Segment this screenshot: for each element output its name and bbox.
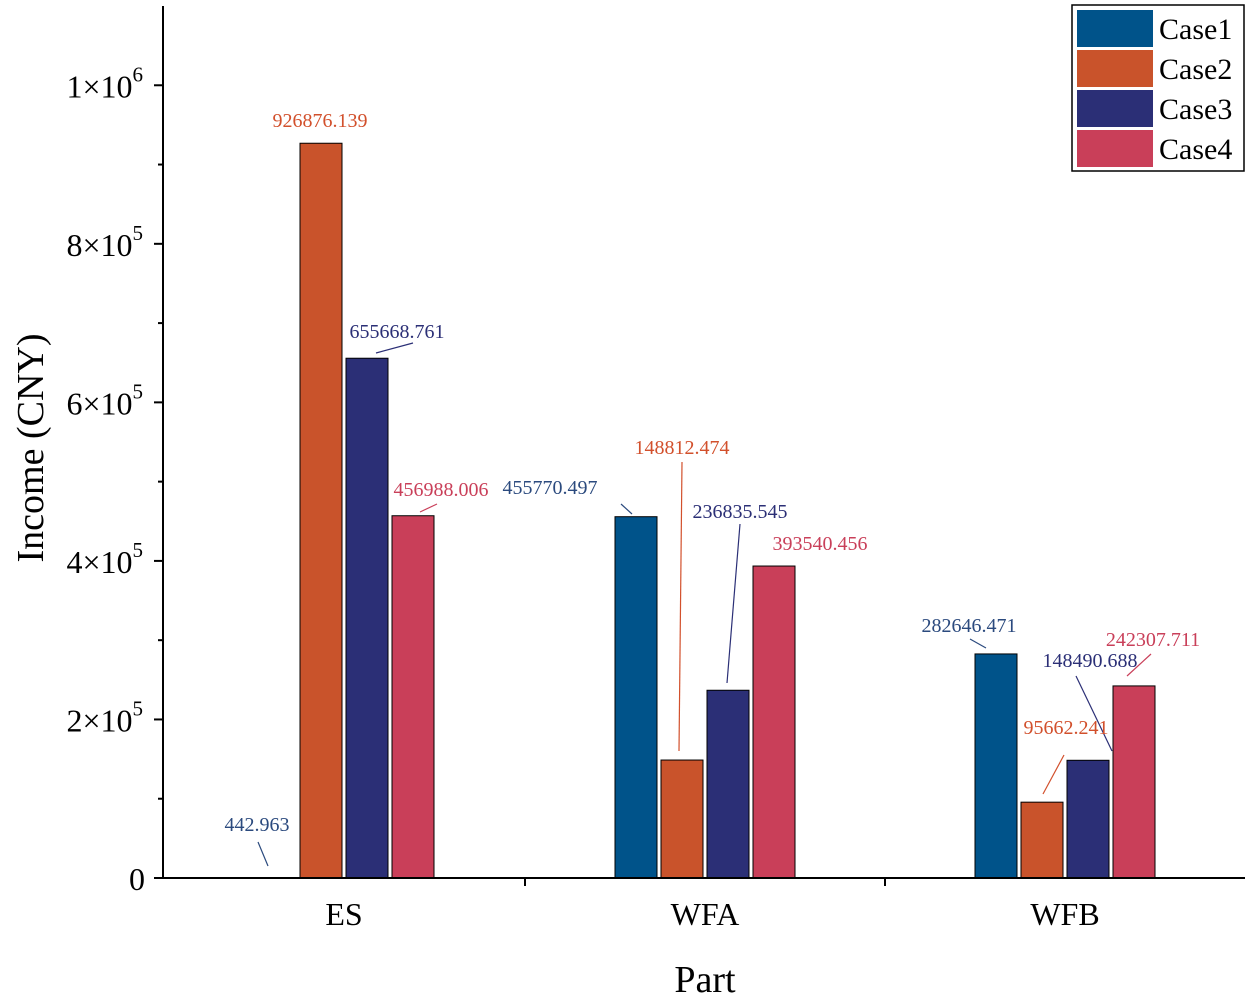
x-axis-title: Part (674, 959, 736, 999)
y-tick-label: 4×105 (66, 538, 143, 580)
leader-line-case1-wfb (969, 638, 987, 649)
leader-line-case4-es (419, 503, 438, 513)
legend-label-case1: Case1 (1159, 13, 1232, 46)
legend-label-case4: Case4 (1159, 133, 1232, 166)
leader-line-case3-es (375, 342, 414, 354)
x-tick-label-wfa: WFA (671, 896, 740, 932)
data-label-case3-wfb: 148490.688 (1043, 650, 1138, 672)
bars-layer (254, 142, 1156, 879)
leader-line-case3-wfa (726, 523, 741, 684)
bar-case2-wfa (660, 759, 704, 879)
data-label-case1-wfa: 455770.497 (503, 477, 598, 499)
data-label-case1-es: 442.963 (225, 814, 290, 836)
data-label-case4-wfb: 242307.711 (1106, 629, 1200, 651)
legend: Case1 Case2 Case3 Case4 (1071, 4, 1245, 172)
bar-case4-wfb (1112, 685, 1156, 879)
data-label-case3-wfa: 236835.545 (693, 501, 788, 523)
leader-line-case1-es (257, 841, 269, 867)
y-axis-title: Income (CNY) (10, 334, 52, 563)
x-tick-label-es: ES (325, 896, 362, 932)
legend-label-case2: Case2 (1159, 53, 1232, 86)
x-tick-label-wfb: WFB (1030, 896, 1099, 932)
leader-line-case4-wfb (1126, 653, 1152, 677)
bar-case3-wfa (706, 689, 750, 879)
bar-case3-es (345, 357, 389, 879)
legend-label-case3: Case3 (1159, 93, 1232, 126)
bar-case2-wfb (1020, 801, 1064, 879)
leader-line-case1-wfa (620, 503, 633, 515)
legend-swatch-case3 (1077, 90, 1153, 127)
bar-case4-es (391, 515, 435, 879)
data-label-case2-es: 926876.139 (273, 110, 368, 132)
axes-layer: 0 2×105 4×105 6×105 8×105 1×106 ES WFA WFB (66, 6, 1245, 932)
legend-swatch-case4 (1077, 130, 1153, 167)
y-tick-label: 1×106 (66, 62, 143, 104)
data-label-case4-wfa: 393540.456 (773, 533, 868, 555)
data-label-case1-wfb: 282646.471 (922, 615, 1017, 637)
bar-case3-wfb (1066, 759, 1110, 879)
bar-case1-wfa (614, 516, 658, 879)
bar-case2-es (299, 142, 343, 879)
y-tick-label: 2×105 (66, 696, 143, 738)
leader-lines-layer (257, 342, 1152, 867)
leader-line-case3-wfb (1075, 675, 1113, 752)
data-label-case3-es: 655668.761 (350, 321, 445, 343)
legend-swatch-case1 (1077, 10, 1153, 47)
data-labels-layer: 442.963 455770.497 282646.471 926876.139 148… (225, 110, 1201, 836)
data-label-case4-es: 456988.006 (394, 479, 489, 501)
y-tick-label: 8×105 (66, 221, 143, 263)
data-label-case2-wfa: 148812.474 (635, 437, 730, 459)
data-label-case2-wfb: 95662.241 (1024, 717, 1109, 739)
leader-line-case2-wfa (678, 461, 683, 752)
leader-line-case2-wfb (1042, 754, 1065, 795)
y-tick-label: 0 (129, 861, 145, 897)
legend-swatch-case2 (1077, 50, 1153, 87)
bar-case4-wfa (752, 565, 796, 879)
bar-case1-wfb (974, 653, 1018, 879)
y-tick-label: 6×105 (66, 379, 143, 421)
